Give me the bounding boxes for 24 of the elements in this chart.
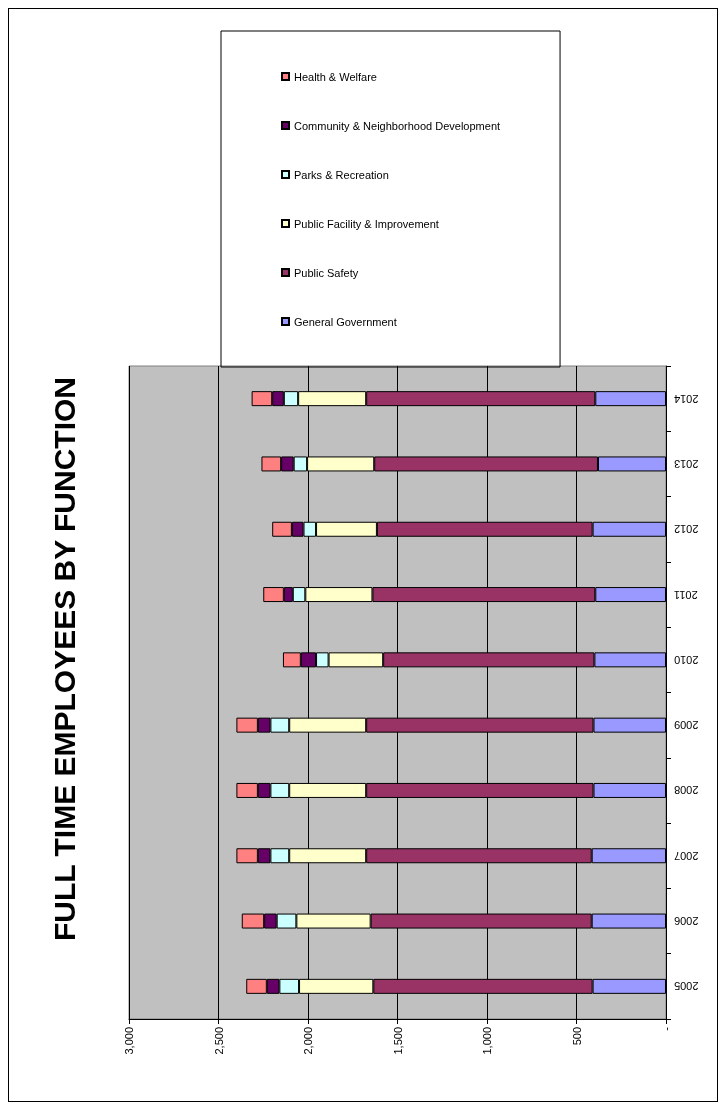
y-tick-label: 2012: [674, 523, 699, 536]
x-tick-label: 500: [570, 1027, 583, 1046]
y-tick-label: 2010: [674, 653, 699, 666]
x-tick-label: 2,000: [302, 1027, 314, 1055]
legend-label: General Government: [294, 315, 397, 328]
y-tick-label: 2005: [674, 980, 699, 993]
x-tick-label: 3,000: [123, 1027, 135, 1055]
y-tick-label: 2011: [674, 588, 698, 601]
y-tick-label: 2007: [674, 849, 699, 862]
legend-label: Parks & Recreation: [294, 168, 389, 181]
x-tick-label: 2,500: [212, 1027, 225, 1055]
legend-label: Public Safety: [294, 266, 359, 279]
x-tick-label: -: [660, 1026, 672, 1031]
y-tick-label: 2009: [674, 719, 699, 732]
y-tick-label: 2014: [674, 392, 699, 405]
y-tick-label: 2008: [674, 784, 699, 797]
y-tick-label: 2006: [674, 915, 699, 928]
legend-label: Community & Neighborhood Development: [294, 119, 501, 132]
legend-label: Health & Welfare: [294, 70, 377, 83]
y-tick-label: 2013: [674, 457, 699, 470]
text: FULL TIME EMPLOYEES BY FUNCTION: [47, 377, 81, 941]
x-tick-label: 1,500: [391, 1027, 404, 1055]
legend-label: Public Facility & Improvement: [294, 217, 439, 230]
x-tick-label: 1,000: [481, 1027, 493, 1055]
